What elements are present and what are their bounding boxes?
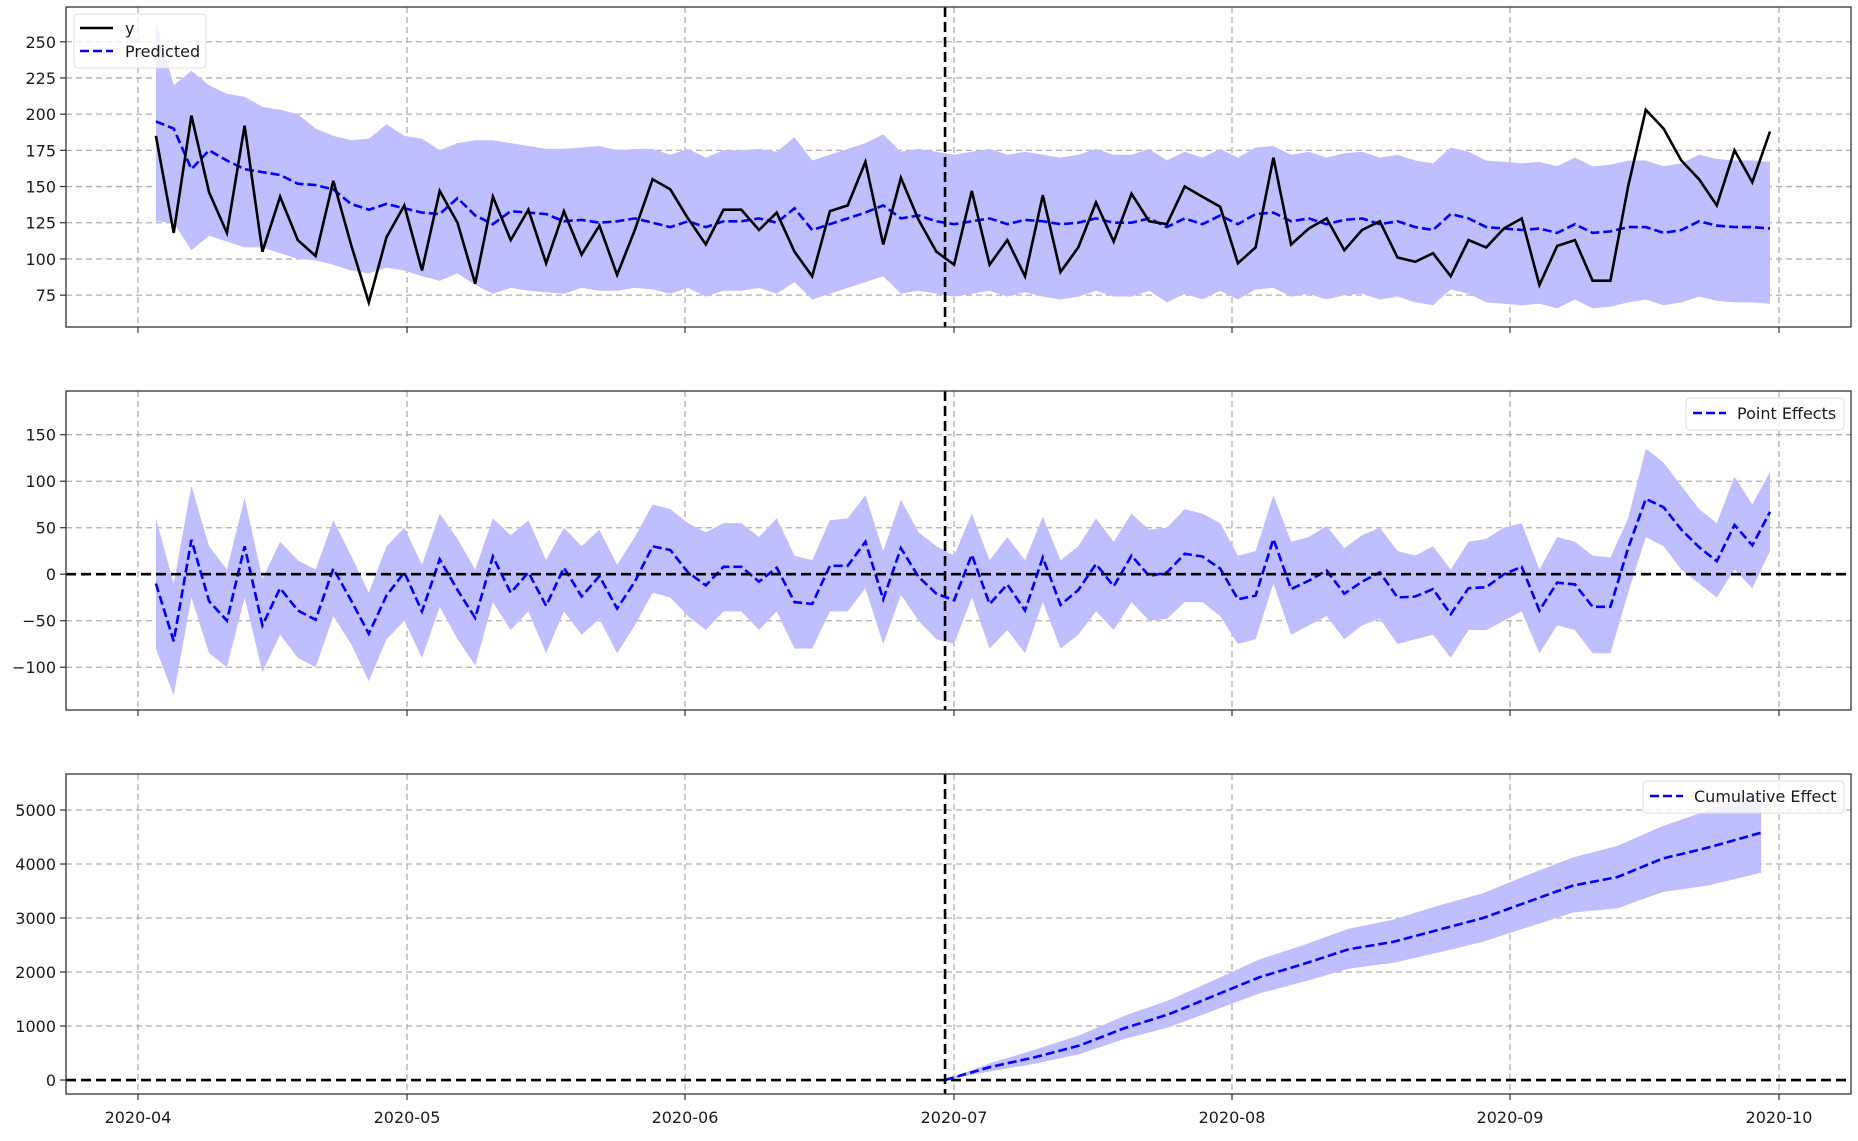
x-tick-label: 2020-04 — [105, 1108, 172, 1127]
y-tick-label: 3000 — [15, 909, 56, 928]
y-tick-label: 100 — [25, 250, 56, 269]
panel-cumulative-grid — [66, 774, 1851, 1094]
panel-pointwise: −100 −50 0 50 100 150 Point Effects — [12, 390, 1852, 716]
y-tick-label: 100 — [25, 472, 56, 491]
legend-box — [1642, 780, 1845, 814]
legend-box — [1685, 397, 1845, 431]
panel-original: 75 100 125 150 175 200 225 250 y Predicted — [25, 6, 1852, 333]
y-tick-label: 125 — [25, 214, 56, 233]
y-tick-label: 4000 — [15, 855, 56, 874]
panel-pointwise-legend: Point Effects — [1685, 397, 1845, 431]
panel-original-frame — [65, 6, 1852, 328]
panel-original-confidence-band — [155, 21, 1770, 309]
x-tick-label: 2020-10 — [1746, 1108, 1813, 1127]
x-tick-label: 2020-09 — [1477, 1108, 1544, 1127]
y-tick-label: 1000 — [15, 1017, 56, 1036]
x-tick-label: 2020-05 — [374, 1108, 441, 1127]
x-tick-label: 2020-06 — [652, 1108, 719, 1127]
y-tick-label: −50 — [22, 612, 56, 631]
legend-cumulative-label: Cumulative Effect — [1694, 787, 1836, 806]
panel-cumulative-frame — [65, 773, 1852, 1095]
point-effects-line — [154, 497, 1772, 642]
y-tick-label: 0 — [46, 565, 56, 584]
y-tick-label: −100 — [12, 658, 56, 677]
actual-y-line — [154, 107, 1772, 308]
y-tick-label: 50 — [36, 519, 56, 538]
legend-y-label: y — [125, 19, 134, 38]
panel-pointwise-confidence-band — [155, 448, 1770, 696]
x-tick-label: 2020-07 — [921, 1108, 988, 1127]
panel-pointwise-y-axis: −100 −50 0 50 100 150 — [12, 426, 66, 677]
y-tick-label: 150 — [25, 426, 56, 445]
panel-cumulative-x-axis: 2020-04 2020-05 2020-06 2020-07 2020-08 2020-… — [105, 1094, 1813, 1127]
y-tick-label: 75 — [36, 286, 56, 305]
y-tick-label: 250 — [25, 33, 56, 52]
panel-original-x-ticks — [137, 327, 1780, 333]
panel-cumulative-y-axis: 0 1000 2000 3000 4000 5000 — [15, 801, 66, 1090]
panel-original-legend: y Predicted — [73, 13, 207, 69]
y-tick-label: 150 — [25, 178, 56, 197]
y-tick-label: 0 — [46, 1071, 56, 1090]
legend-point-effects-label: Point Effects — [1737, 404, 1836, 423]
x-tick-label: 2020-08 — [1199, 1108, 1266, 1127]
panel-cumulative-background — [66, 774, 1851, 1094]
panel-pointwise-x-ticks — [137, 710, 1780, 716]
y-tick-label: 200 — [25, 105, 56, 124]
y-tick-label: 175 — [25, 141, 56, 160]
panel-cumulative-legend: Cumulative Effect — [1642, 780, 1845, 814]
legend-predicted-label: Predicted — [125, 42, 200, 61]
panel-cumulative-confidence-band — [945, 791, 1762, 1080]
panel-original-y-axis: 75 100 125 150 175 200 225 250 — [25, 33, 66, 305]
panel-pointwise-frame — [65, 390, 1852, 711]
y-tick-label: 5000 — [15, 801, 56, 820]
y-tick-label: 225 — [25, 69, 56, 88]
cumulative-effect-line — [944, 831, 1762, 1082]
y-tick-label: 2000 — [15, 963, 56, 982]
